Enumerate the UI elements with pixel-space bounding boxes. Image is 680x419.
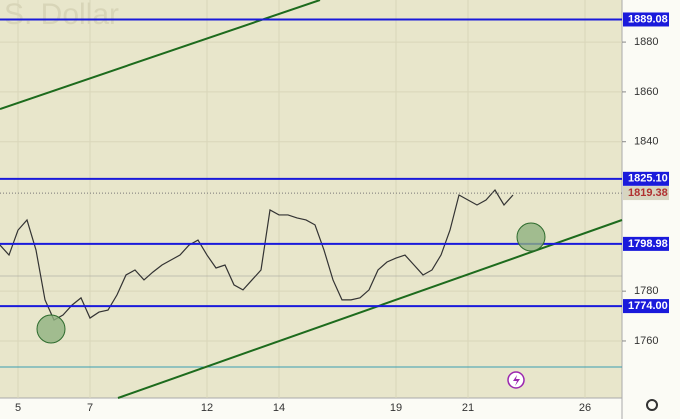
x-tick-label: 26 — [579, 402, 591, 414]
x-tick-label: 19 — [390, 402, 402, 414]
y-tick-label: 1840 — [634, 136, 658, 148]
last-price-label: 1819.38 — [628, 187, 668, 199]
y-tick-label: 1780 — [634, 285, 658, 297]
level-badge — [623, 236, 669, 251]
x-tick-label: 21 — [462, 402, 474, 414]
event-icon-bolt — [513, 375, 520, 386]
x-tick-label: 12 — [201, 402, 213, 414]
level-badge — [623, 12, 669, 27]
time-axis — [0, 398, 622, 419]
highlight-circle — [36, 314, 66, 344]
trend-line — [0, 0, 321, 110]
settings-icon[interactable] — [646, 399, 658, 411]
x-tick-label: 5 — [15, 402, 21, 414]
last-price-badge — [623, 186, 669, 201]
x-tick-label: 14 — [273, 402, 285, 414]
watermark-title: S. Dollar — [4, 0, 119, 31]
price-line — [0, 189, 514, 321]
y-tick-label: 1860 — [634, 86, 658, 98]
level-badge — [623, 171, 669, 186]
level-label: 1889.08 — [628, 13, 668, 25]
price-axis — [622, 0, 680, 419]
level-label: 1798.98 — [628, 238, 668, 250]
highlight-circle — [516, 222, 546, 252]
level-label: 1774.00 — [628, 300, 668, 312]
y-tick-label: 1880 — [634, 36, 658, 48]
y-tick-label: 1760 — [634, 335, 658, 347]
x-tick-label: 7 — [87, 402, 93, 414]
level-badge — [623, 299, 669, 314]
plot-background — [0, 0, 622, 398]
level-label: 1825.10 — [628, 173, 668, 185]
